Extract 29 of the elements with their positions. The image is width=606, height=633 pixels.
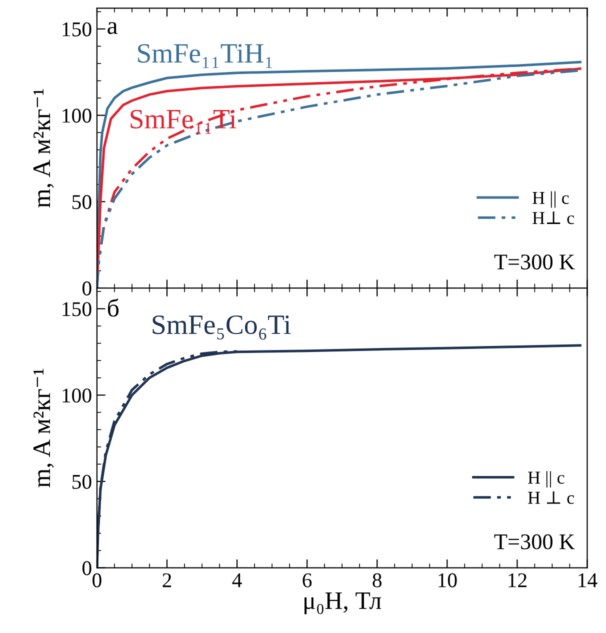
x-tick-label: 6 [302, 573, 312, 588]
legend-label: H || c [528, 471, 564, 488]
y-tick-label: 100 [62, 388, 92, 403]
legend-label: H⊥ c [532, 212, 574, 224]
x-tick-label: 12 [508, 573, 526, 588]
annotation: б [108, 298, 119, 317]
x-axis-title: μ₀H, Тл [304, 592, 382, 614]
y-tick-label: 0 [82, 561, 92, 576]
y-tick-label: 50 [72, 195, 92, 210]
annotation: SmFe₅Co₆Ti [152, 315, 291, 340]
x-tick-label: 8 [372, 573, 382, 588]
x-tick-label: 14 [578, 573, 598, 588]
x-tick-label: 2 [162, 573, 172, 588]
x-tick-label: 10 [438, 573, 457, 588]
y-tick-label: 50 [72, 474, 92, 489]
x-tick-label: 4 [232, 573, 242, 588]
y-axis-title: m, A м²кг⁻¹ [33, 89, 54, 208]
annotation: T=300 K [494, 534, 575, 550]
annotation: T=300 K [494, 254, 575, 270]
annotation: a [108, 22, 118, 34]
y-tick-label: 100 [62, 108, 92, 123]
y-tick-label: 150 [62, 302, 92, 316]
x-tick-label: 0 [92, 573, 102, 588]
y-axis-title: m, A м²кг⁻¹ [33, 368, 54, 488]
y-tick-label: 0 [82, 281, 92, 296]
legend-label: H || c [532, 191, 569, 208]
legend-label: H ⊥ c [528, 491, 574, 504]
annotation: SmFe₁₁TiH₁ [138, 44, 272, 68]
y-tick-label: 150 [62, 22, 92, 36]
